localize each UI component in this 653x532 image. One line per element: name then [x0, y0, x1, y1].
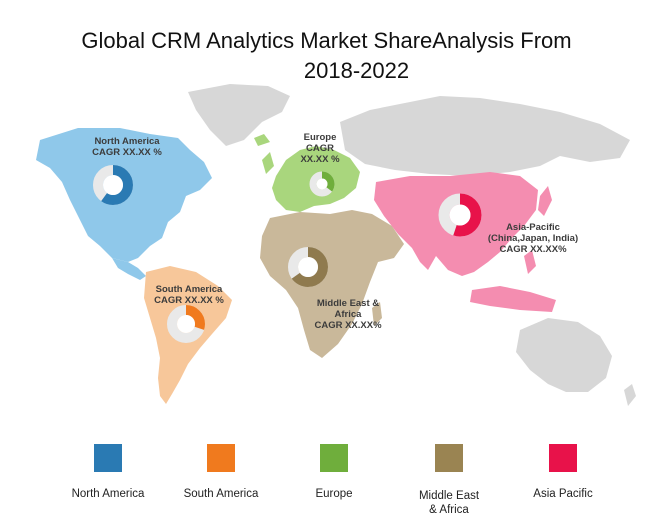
- legend-swatch-europe: [320, 444, 348, 472]
- legend-swatch-asia-pacific: [549, 444, 577, 472]
- south-america-label: South America CAGR XX.XX %: [154, 284, 224, 306]
- asia-pacific-donut-hole: [449, 204, 471, 226]
- europe-donut-share: [309, 171, 335, 197]
- asia-pacific-donut-share: [438, 193, 482, 237]
- japan-shape: [538, 186, 552, 216]
- uk-shape: [262, 152, 274, 174]
- australia-shape: [516, 318, 612, 392]
- south-america-donut-hole: [177, 315, 195, 333]
- southeast-asia-islands-shape: [470, 286, 556, 312]
- legend-label-middle-east-africa: Middle East & Africa: [418, 490, 480, 516]
- legend-label-asia-pacific: Asia Pacific: [533, 488, 593, 500]
- legend-label-north-america: North America: [71, 488, 145, 500]
- russia-shape: [340, 96, 630, 176]
- north-america-donut: [93, 165, 133, 205]
- north-america-label: North America CAGR XX.XX %: [92, 136, 162, 158]
- middle-east-africa-donut-hole: [298, 257, 318, 277]
- title-line-2: 2018-2022: [303, 58, 410, 83]
- iceland-shape: [254, 134, 270, 146]
- north-america-donut-hole: [103, 175, 123, 195]
- middle-east-africa-donut-share: [288, 247, 328, 287]
- legend-label-europe: Europe: [315, 488, 353, 500]
- europe-donut: [309, 171, 335, 197]
- europe-label: Europe CAGR XX.XX %: [300, 132, 340, 165]
- central-america-shape: [112, 258, 146, 280]
- middle-east-africa-label: Middle East & Africa CAGR XX.XX%: [314, 298, 382, 331]
- europe-donut-hole: [316, 178, 328, 190]
- new-zealand-shape: [624, 384, 636, 406]
- greenland-shape: [188, 84, 290, 146]
- philippines-shape: [524, 250, 536, 274]
- legend-swatch-middle-east-africa: [435, 444, 463, 472]
- middle-east-africa-donut: [288, 247, 328, 287]
- legend-swatch-north-america: [94, 444, 122, 472]
- title-line-1: Global CRM Analytics Market ShareAnalysi…: [81, 28, 572, 53]
- south-america-donut-share: [167, 305, 205, 343]
- middle-east-africa-shape: [260, 210, 404, 358]
- asia-pacific-donut: [438, 193, 482, 237]
- madagascar-shape: [372, 302, 382, 326]
- chart-title: Global CRM Analytics Market ShareAnalysi…: [0, 26, 653, 86]
- south-america-donut: [167, 305, 205, 343]
- legend-label-south-america: South America: [183, 488, 259, 500]
- north-america-donut-share: [93, 165, 133, 205]
- asia-pacific-label: Asia-Pacific (China,Japan, India) CAGR X…: [487, 222, 579, 255]
- legend-swatch-south-america: [207, 444, 235, 472]
